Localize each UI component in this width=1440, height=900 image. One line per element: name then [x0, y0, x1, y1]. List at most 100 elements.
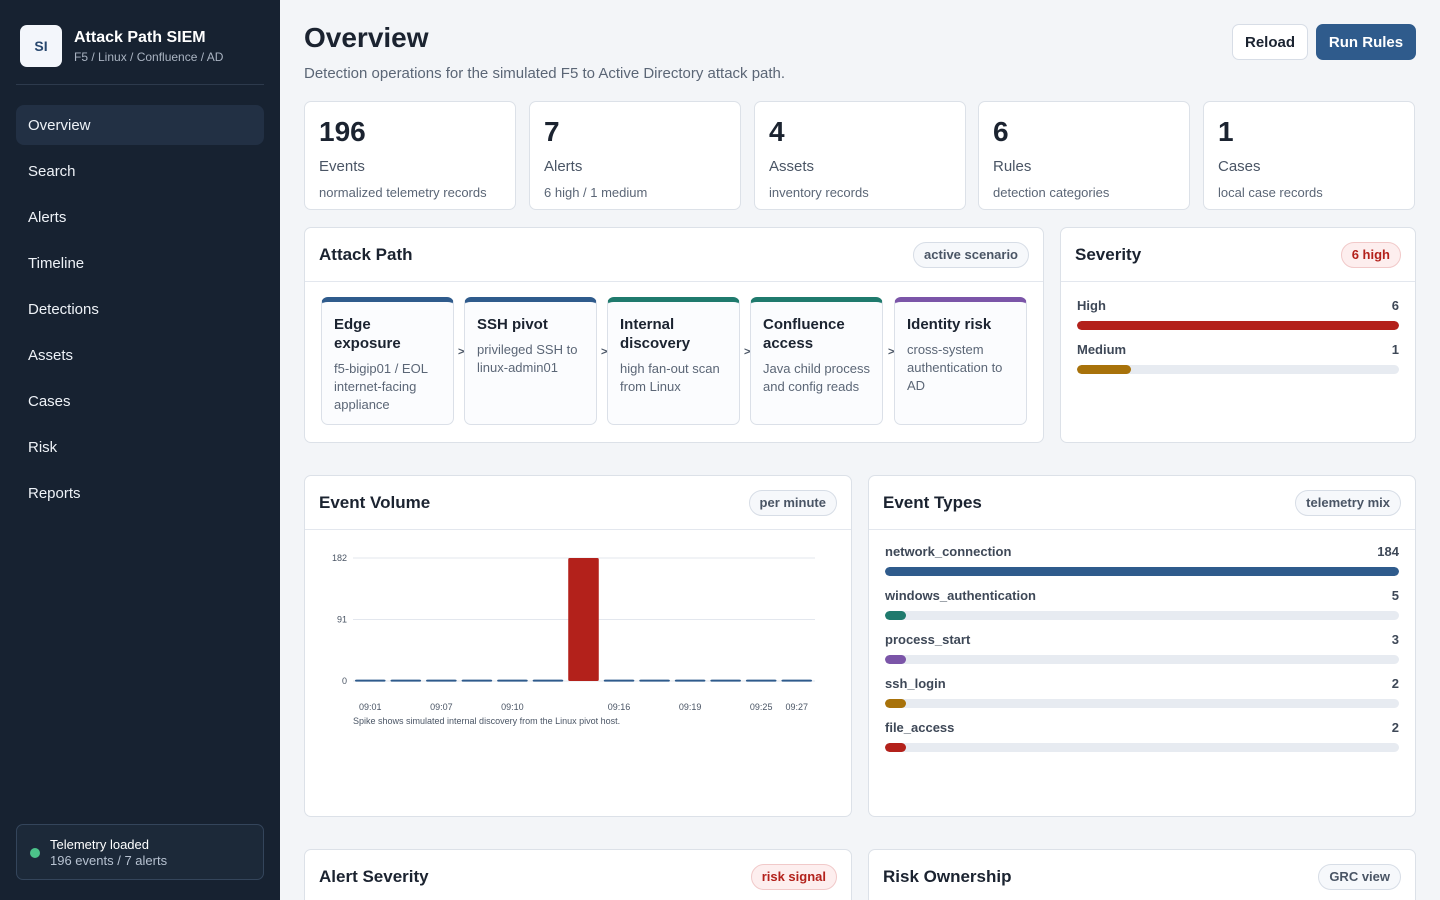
stat-label: Assets: [769, 158, 815, 175]
attack-step-edge-exposure[interactable]: Edge exposure f5-bigip01 / EOL internet-…: [321, 297, 454, 425]
step-desc: high fan-out scan from Linux: [620, 361, 720, 394]
sidebar-item-alerts[interactable]: Alerts: [16, 197, 264, 237]
bar-count: 6: [1391, 298, 1399, 313]
sidebar-item-label: Detections: [28, 300, 99, 318]
step-desc: f5-bigip01 / EOL internet-facing applian…: [334, 361, 428, 412]
x-tick-label: 09:25: [750, 702, 773, 712]
severity-row-high: High 6: [1077, 298, 1399, 330]
chevron-right-icon: >: [744, 346, 751, 358]
stat-sub: local case records: [1218, 185, 1323, 200]
sidebar-item-risk[interactable]: Risk: [16, 427, 264, 467]
bar-count: 3: [1391, 632, 1399, 647]
page-subtitle: Detection operations for the simulated F…: [304, 65, 786, 82]
event-type-row-process-start: process_start 3: [885, 632, 1399, 664]
bar-fill: [885, 743, 906, 752]
attack-step-internal-discovery[interactable]: Internal discovery high fan-out scan fro…: [607, 297, 740, 425]
reload-button[interactable]: Reload: [1232, 24, 1308, 60]
alert-severity-badge: risk signal: [750, 863, 837, 890]
event-volume-panel: Event Volume per minute 0 91 182 09:01 09:07…: [304, 475, 852, 817]
volume-bar[interactable]: [639, 679, 670, 682]
brand-title: Attack Path SIEM: [74, 28, 206, 46]
sidebar-item-label: Timeline: [28, 254, 85, 272]
volume-bar[interactable]: [781, 679, 812, 682]
sidebar-item-overview[interactable]: Overview: [16, 105, 264, 145]
attack-step-ssh-pivot[interactable]: SSH pivot privileged SSH to linux-admin0…: [464, 297, 597, 425]
event-type-row-file-access: file_access 2: [885, 720, 1399, 752]
step-title: Confluence access: [763, 316, 845, 352]
stat-card-cases: 1 Cases local case records: [1203, 101, 1415, 210]
event-volume-chart: 0 91 182 09:01 09:07 09:10 09:16 09:19 09:25 09:2…: [332, 553, 815, 712]
status-title: Telemetry loaded: [50, 837, 149, 852]
stat-value: 4: [769, 116, 785, 147]
step-desc: cross-system authentication to AD: [907, 342, 1003, 393]
chevron-right-icon: >: [458, 346, 465, 358]
event-volume-badge: per minute: [748, 489, 837, 516]
step-title: Identity risk: [907, 316, 992, 333]
sidebar-item-label: Cases: [28, 392, 71, 410]
event-type-row-ssh-login: ssh_login 2: [885, 676, 1399, 708]
bar-count: 5: [1391, 588, 1399, 603]
y-tick-label: 182: [332, 553, 347, 563]
volume-bar[interactable]: [355, 679, 386, 682]
volume-bar[interactable]: [745, 679, 777, 682]
status-dot-icon: [30, 848, 40, 858]
volume-bar[interactable]: [497, 679, 528, 682]
sidebar-item-label: Alerts: [28, 208, 67, 226]
stat-value: 6: [993, 116, 1009, 147]
volume-bar[interactable]: [603, 679, 635, 682]
sidebar-item-timeline[interactable]: Timeline: [16, 243, 264, 283]
volume-bar[interactable]: [568, 558, 599, 681]
step-title: Internal discovery: [620, 316, 691, 352]
sidebar-item-cases[interactable]: Cases: [16, 381, 264, 421]
sidebar-item-label: Risk: [28, 438, 58, 456]
bar-count: 184: [1377, 544, 1399, 559]
stat-label: Cases: [1218, 158, 1261, 175]
event-type-row-windows-authentication: windows_authentication 5: [885, 588, 1399, 620]
bar-label: file_access: [885, 720, 955, 735]
x-tick-label: 09:10: [501, 702, 524, 712]
stat-label: Rules: [993, 158, 1032, 175]
sidebar: SI Attack Path SIEM F5 / Linux / Conflue…: [0, 0, 280, 900]
sidebar-item-search[interactable]: Search: [16, 151, 264, 191]
volume-bar[interactable]: [426, 679, 457, 682]
panel-title: Risk Ownership: [883, 866, 1012, 886]
attack-step-identity-risk[interactable]: Identity risk cross-system authenticatio…: [894, 297, 1027, 425]
bar-label: network_connection: [885, 544, 1012, 559]
volume-bar[interactable]: [461, 679, 493, 682]
stat-card-events: 196 Events normalized telemetry records: [304, 101, 516, 210]
panel-title: Severity: [1075, 244, 1142, 264]
event-types-panel: Event Types telemetry mix network_connec…: [868, 475, 1416, 817]
alert-severity-panel: Alert Severity risk signal: [304, 849, 852, 900]
telemetry-status: Telemetry loaded 196 events / 7 alerts: [16, 824, 264, 880]
volume-bar[interactable]: [710, 679, 741, 682]
stat-card-alerts: 7 Alerts 6 high / 1 medium: [529, 101, 741, 210]
sidebar-item-assets[interactable]: Assets: [16, 335, 264, 375]
sidebar-item-reports[interactable]: Reports: [16, 473, 264, 513]
volume-bar[interactable]: [532, 679, 564, 682]
stat-card-assets: 4 Assets inventory records: [754, 101, 966, 210]
y-tick-label: 91: [337, 615, 347, 625]
sidebar-item-detections[interactable]: Detections: [16, 289, 264, 329]
attack-path-steps: Edge exposure f5-bigip01 / EOL internet-…: [321, 297, 1027, 425]
x-tick-label: 09:19: [679, 702, 702, 712]
bar-label: process_start: [885, 632, 971, 647]
bar-label: ssh_login: [885, 676, 946, 691]
x-tick-label: 09:01: [359, 702, 382, 712]
volume-bar[interactable]: [390, 679, 422, 682]
stat-sub: normalized telemetry records: [319, 185, 487, 200]
x-tick-label: 09:27: [785, 702, 808, 712]
bar-label: windows_authentication: [885, 588, 1036, 603]
step-desc: privileged SSH to linux-admin01: [477, 342, 578, 375]
panel-title: Alert Severity: [319, 866, 429, 886]
volume-bar[interactable]: [674, 679, 706, 682]
stat-sub: 6 high / 1 medium: [544, 185, 648, 200]
chevron-right-icon: >: [601, 346, 608, 358]
x-tick-label: 09:16: [608, 702, 631, 712]
run-rules-button[interactable]: Run Rules: [1316, 24, 1416, 60]
attack-path-panel: Attack Path active scenario Edge exposur…: [304, 227, 1044, 443]
attack-step-confluence-access[interactable]: Confluence access Java child process and…: [750, 297, 883, 425]
page-title: Overview: [304, 22, 429, 53]
step-title: Edge exposure: [334, 316, 401, 352]
severity-row-medium: Medium 1: [1077, 342, 1399, 374]
severity-badge: 6 high: [1340, 241, 1401, 268]
